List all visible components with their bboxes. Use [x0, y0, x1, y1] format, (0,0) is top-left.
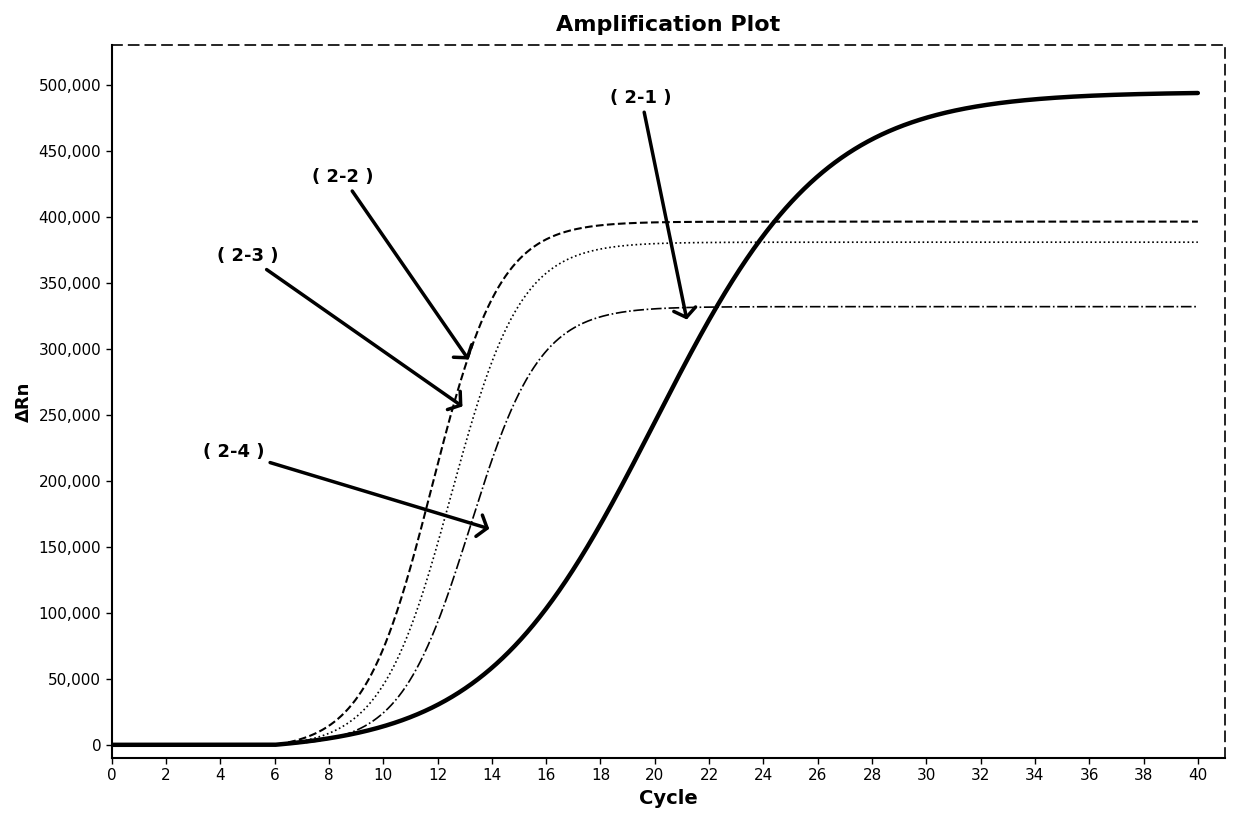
Text: ( 2-2 ): ( 2-2 ) [311, 168, 471, 358]
X-axis label: Cycle: Cycle [639, 789, 698, 808]
Text: ( 2-4 ): ( 2-4 ) [203, 443, 487, 537]
Text: ( 2-3 ): ( 2-3 ) [217, 247, 460, 410]
Text: ( 2-1 ): ( 2-1 ) [610, 89, 696, 318]
Title: Amplification Plot: Amplification Plot [557, 15, 780, 35]
Y-axis label: ΔRn: ΔRn [15, 381, 33, 421]
